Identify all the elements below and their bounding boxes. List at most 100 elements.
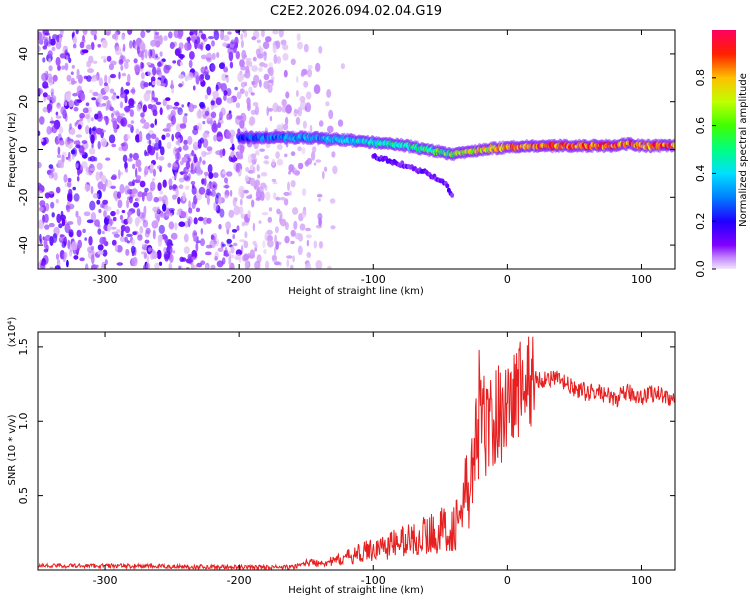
- heatmap-cell: [188, 59, 193, 69]
- heatmap-cell: [305, 227, 311, 232]
- heatmap-cell: [254, 247, 258, 252]
- heatmap-cell: [91, 264, 97, 269]
- heatmap-cell: [249, 116, 256, 126]
- heatmap-cell: [282, 53, 289, 61]
- heatmap-cell: [75, 210, 79, 218]
- heatmap-cell: [58, 126, 64, 134]
- heatmap-cell: [192, 128, 199, 136]
- heatmap-cell: [91, 127, 96, 132]
- heatmap-cell: [230, 134, 234, 144]
- heatmap-cell: [251, 199, 255, 208]
- heatmap-cell: [232, 197, 237, 207]
- y-tick-label: -40: [17, 236, 30, 254]
- heatmap-cell: [132, 163, 136, 170]
- heatmap-cell: [103, 59, 107, 63]
- heatmap-cell: [296, 75, 299, 83]
- heatmap-cell: [148, 82, 152, 86]
- heatmap-cell: [234, 36, 239, 46]
- heatmap-cell: [215, 84, 219, 92]
- heatmap-cell: [245, 57, 252, 61]
- heatmap-cell: [94, 113, 99, 120]
- heatmap-cell: [275, 226, 279, 234]
- heatmap-cell: [273, 54, 278, 65]
- heatmap-cell: [136, 103, 142, 112]
- heatmap-cell: [295, 116, 301, 126]
- heatmap-cell: [200, 228, 203, 235]
- heatmap-cell: [82, 30, 88, 36]
- heatmap-cell: [172, 106, 179, 110]
- heatmap-cell: [248, 86, 253, 94]
- heatmap-cell: [118, 71, 121, 80]
- heatmap-cell: [274, 234, 277, 245]
- heatmap-cell: [199, 101, 205, 108]
- heatmap-cell: [175, 187, 179, 198]
- top-x-axis: -300 -200 -100 0 100: [93, 30, 652, 286]
- heatmap-cell: [160, 146, 165, 156]
- heatmap-cell: [116, 245, 123, 253]
- heatmap-cell: [204, 171, 209, 176]
- heatmap-cell: [87, 156, 92, 162]
- heatmap-cell: [178, 221, 186, 227]
- heatmap-cell: [185, 153, 192, 158]
- heatmap-cell: [183, 233, 189, 243]
- heatmap-cell: [243, 30, 248, 38]
- heatmap-cell: [298, 233, 303, 242]
- heatmap-cell: [146, 254, 150, 264]
- heatmap-cell: [170, 232, 178, 240]
- heatmap-cell: [60, 106, 66, 115]
- heatmap-cell: [216, 260, 224, 268]
- heatmap-cell: [102, 95, 109, 101]
- heatmap-cell: [249, 177, 256, 187]
- heatmap-cell: [97, 250, 104, 255]
- colorbar-label: Normalized spectral amplitude: [738, 73, 749, 227]
- x-tick-label: -300: [93, 273, 118, 286]
- heatmap-cell: [267, 239, 274, 248]
- heatmap-cell: [239, 198, 243, 206]
- heatmap-cell: [218, 195, 222, 205]
- heatmap-cell: [55, 40, 62, 50]
- heatmap-cell: [240, 65, 247, 71]
- heatmap-cell: [293, 220, 298, 230]
- heatmap-cell: [45, 202, 50, 212]
- heatmap-cell: [116, 209, 120, 215]
- heatmap-cell: [332, 165, 338, 175]
- heatmap-cell: [214, 256, 218, 261]
- heatmap-cell: [50, 88, 55, 96]
- heatmap-cell: [337, 119, 344, 127]
- heatmap-cell: [55, 115, 62, 119]
- heatmap-cell: [147, 69, 153, 77]
- heatmap-cell: [130, 120, 135, 124]
- heatmap-cell: [110, 60, 117, 66]
- heatmap-cell: [139, 180, 146, 188]
- heatmap-cell: [81, 140, 88, 144]
- heatmap-cell: [246, 97, 251, 106]
- heatmap-cell: [141, 62, 145, 69]
- heatmap-cell: [226, 171, 233, 177]
- heatmap-cell: [200, 54, 207, 60]
- heatmap-cell: [80, 164, 83, 171]
- heatmap-cell: [121, 209, 126, 214]
- heatmap-cell: [56, 213, 62, 224]
- heatmap-cell: [66, 204, 71, 213]
- heatmap-cell: [284, 153, 288, 158]
- heatmap-cell: [134, 64, 141, 73]
- heatmap-cell: [226, 130, 231, 138]
- heatmap-cell: [95, 127, 103, 135]
- heatmap-cell: [202, 160, 206, 165]
- heatmap-cell: [143, 92, 151, 102]
- heatmap-cell: [158, 156, 165, 161]
- heatmap-cell: [248, 60, 253, 68]
- heatmap-cell: [42, 57, 46, 63]
- heatmap-cell: [101, 39, 108, 49]
- x-tick-label: -100: [361, 273, 386, 286]
- heatmap-cell: [240, 39, 244, 49]
- heatmap-cell: [144, 239, 150, 244]
- heatmap-cell: [131, 238, 136, 246]
- heatmap-cell: [102, 249, 108, 257]
- heatmap-cell: [218, 223, 222, 230]
- heatmap-cell: [38, 161, 42, 169]
- heatmap-cell: [159, 213, 166, 218]
- heatmap-cell: [153, 196, 160, 203]
- heatmap-cell: [125, 58, 131, 63]
- heatmap-cell: [155, 152, 159, 160]
